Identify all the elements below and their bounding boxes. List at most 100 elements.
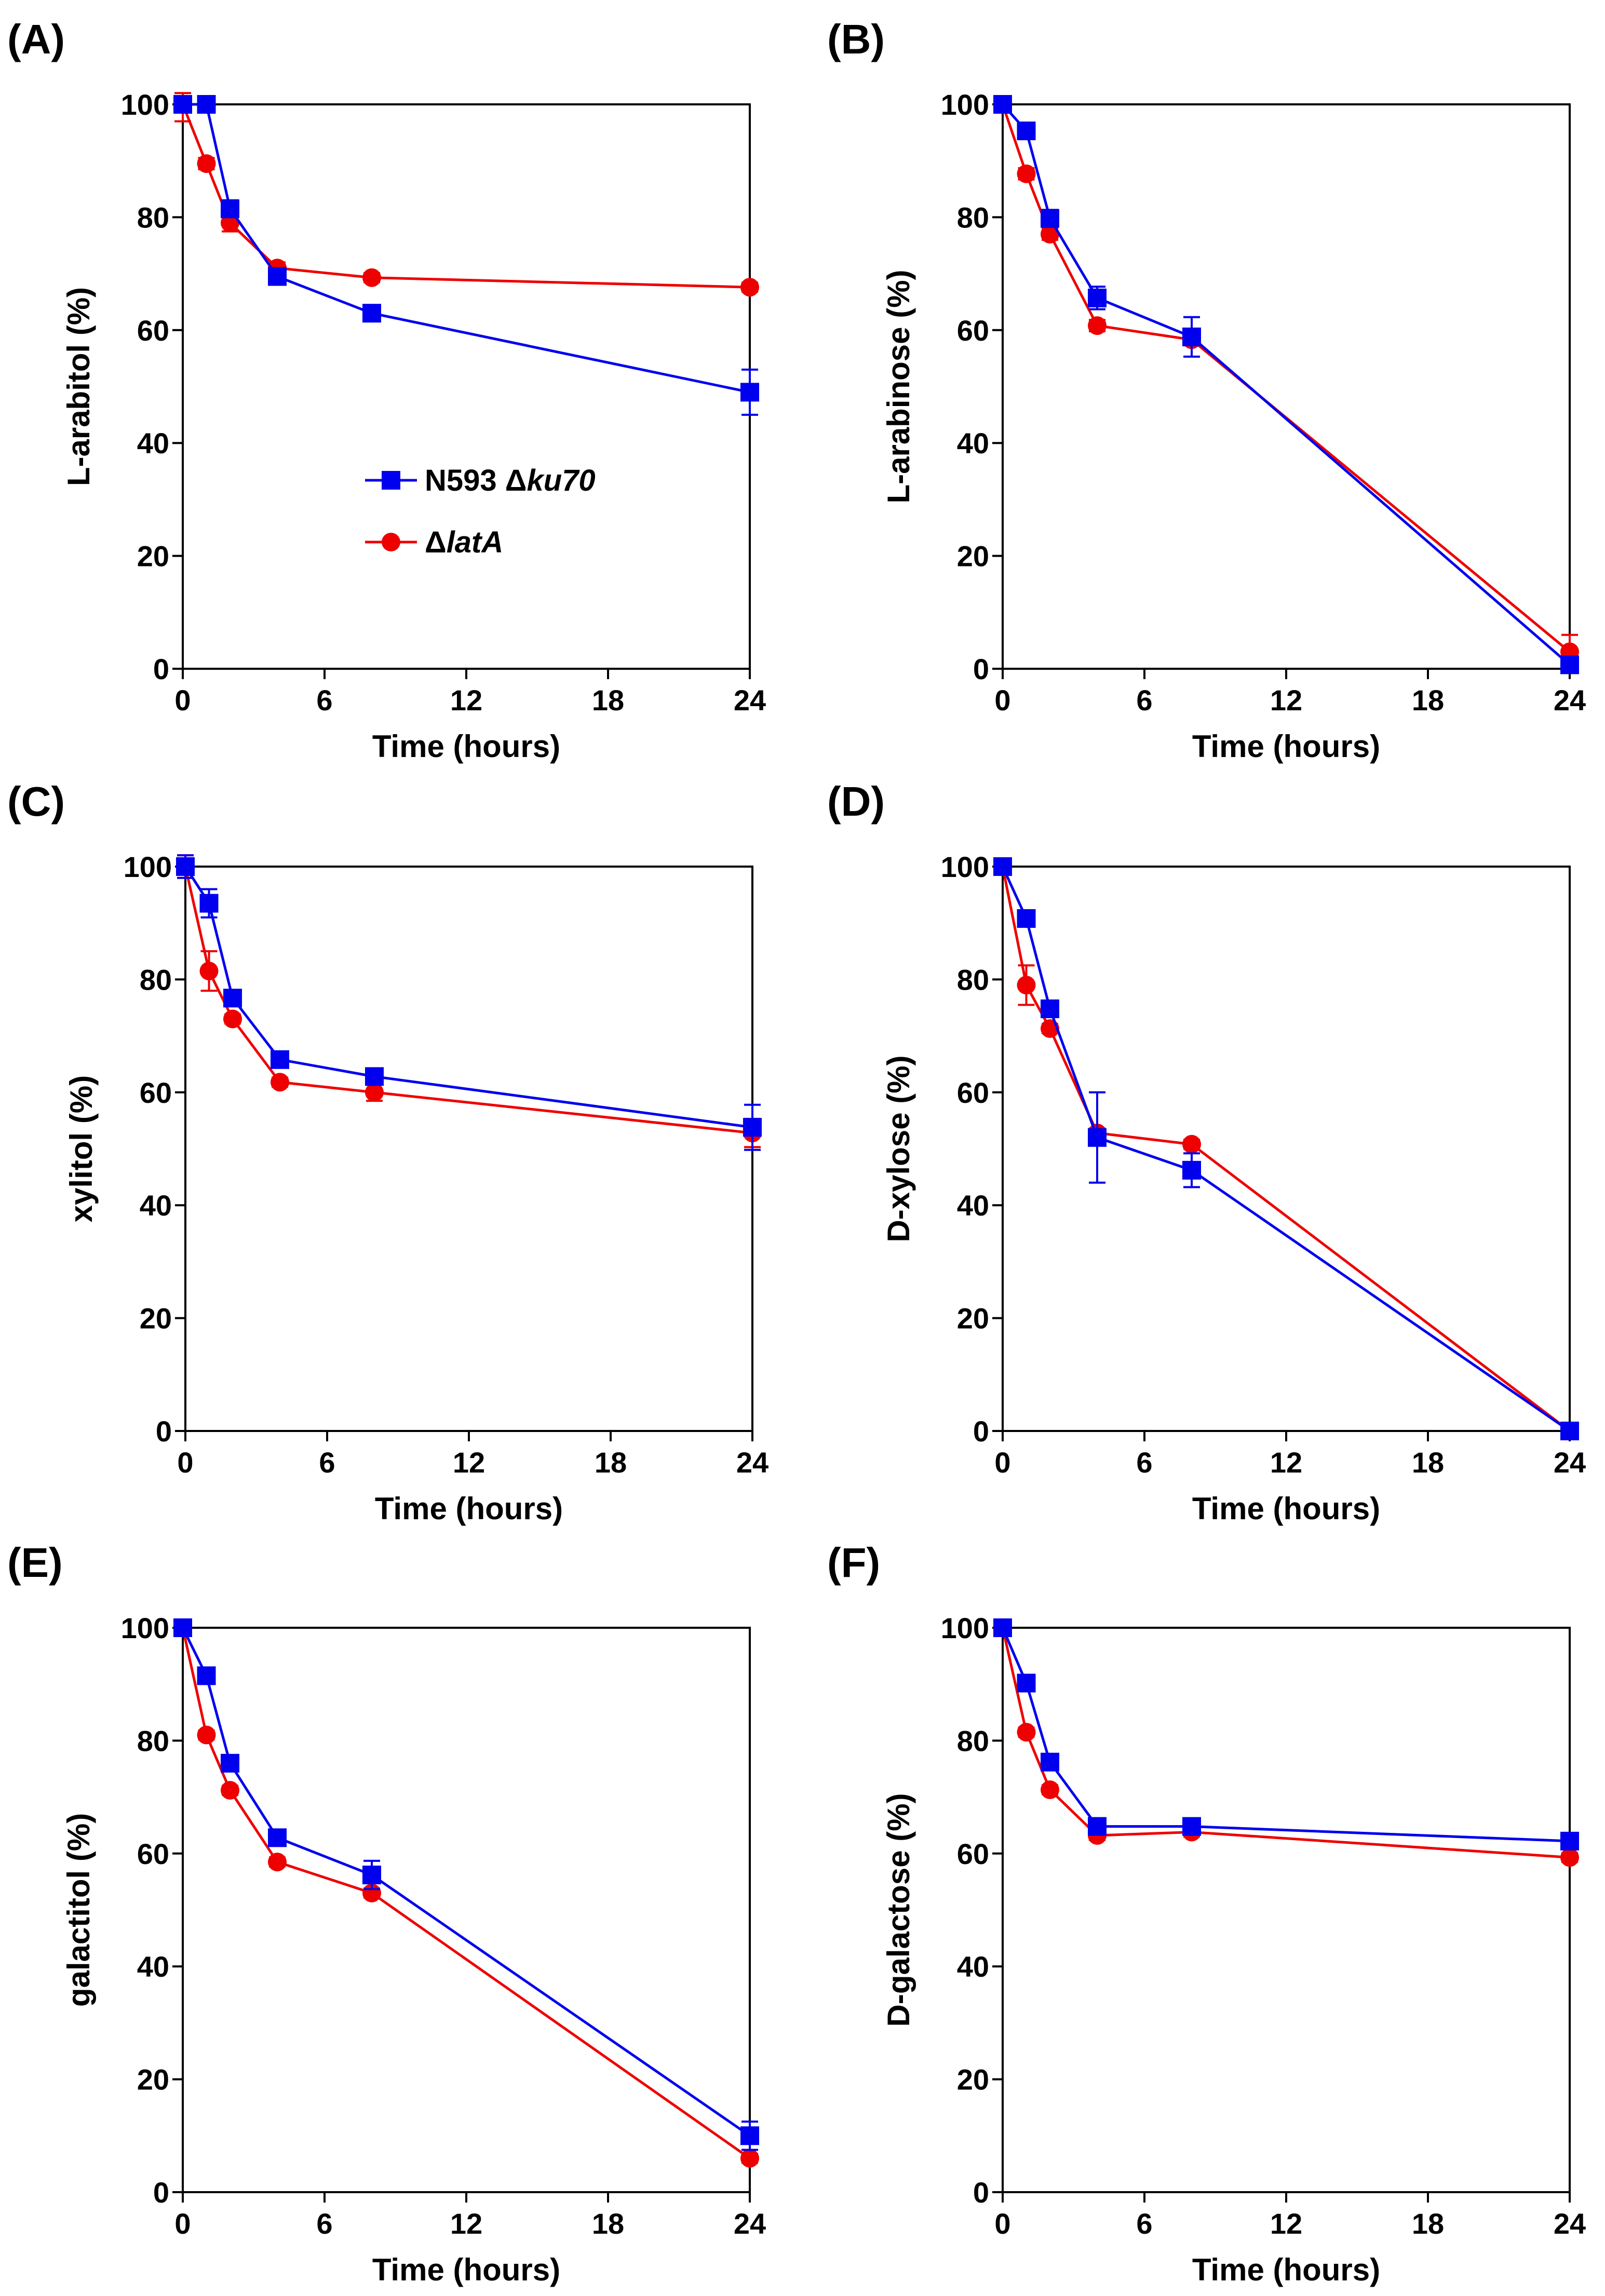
series-line — [1001, 104, 1571, 653]
x-axis-title: Time (hours) — [372, 2252, 560, 2287]
data-point — [271, 1073, 289, 1092]
plot-frame — [1002, 866, 1571, 1432]
data-point — [221, 1753, 239, 1773]
data-point — [1041, 209, 1059, 228]
series-wild_type — [173, 95, 759, 416]
y-tick-label: 40 — [957, 1189, 989, 1222]
data-point — [1088, 1128, 1107, 1147]
data-point — [993, 95, 1012, 114]
x-tick-label: 24 — [1554, 684, 1586, 717]
series-line — [1001, 1627, 1570, 1843]
x-tick-label: 0 — [994, 1446, 1010, 1479]
y-tick-label: 80 — [957, 1724, 989, 1757]
y-tick-label: 20 — [140, 1302, 172, 1335]
x-axis-title: Time (hours) — [1192, 1491, 1380, 1526]
data-point — [1182, 1135, 1201, 1154]
y-axis-title: xylitol (%) — [64, 1075, 99, 1222]
data-point — [1560, 1831, 1579, 1851]
y-tick-label: 0 — [973, 653, 989, 685]
y-tick-label: 20 — [957, 2063, 989, 2096]
x-tick-label: 0 — [174, 2207, 191, 2240]
data-point — [268, 1828, 287, 1847]
x-tick-label: 6 — [1136, 1446, 1152, 1479]
series-mutant — [173, 92, 759, 297]
x-tick-label: 6 — [1136, 684, 1152, 717]
y-tick-label: 60 — [140, 1076, 172, 1109]
y-tick-label: 80 — [140, 963, 172, 996]
legend-item-wild_type: N593 Δku70 — [365, 464, 596, 497]
data-point — [197, 154, 216, 173]
x-tick-label: 6 — [319, 1446, 335, 1479]
y-tick-label: 100 — [941, 1612, 989, 1644]
legend-square-marker — [382, 471, 400, 490]
data-point — [271, 1050, 289, 1069]
y-axis-title: D-xylose (%) — [881, 1055, 916, 1242]
data-point — [223, 989, 242, 1008]
y-tick-label: 0 — [973, 1415, 989, 1448]
y-tick-label: 20 — [957, 1302, 989, 1335]
data-point — [221, 1781, 239, 1800]
series-wild_type — [993, 1618, 1579, 1851]
series-mutant — [176, 854, 762, 1149]
x-tick-label: 12 — [450, 684, 482, 717]
series-line — [1001, 866, 1571, 1433]
plot-frame — [182, 1627, 751, 2193]
data-point — [1041, 1752, 1059, 1772]
data-point — [1182, 1817, 1201, 1836]
legend-label-prefix: N593 Δ — [425, 464, 527, 497]
y-tick-label: 0 — [153, 653, 169, 685]
x-tick-label: 12 — [1270, 1446, 1302, 1479]
series-line — [184, 866, 753, 1135]
y-tick-label: 80 — [137, 1724, 169, 1757]
x-tick-label: 18 — [592, 684, 624, 717]
y-tick-label: 40 — [140, 1189, 172, 1222]
series-wild_type — [176, 854, 762, 1151]
plot-frame — [182, 103, 751, 670]
y-tick-label: 0 — [973, 2176, 989, 2209]
series-line — [184, 866, 753, 1129]
chart-panel-b: (B) 0 20 40 60 80 100 0 6 12 18 24 Time (hours) L-ara… — [827, 16, 1586, 764]
x-tick-label: 0 — [994, 2207, 1010, 2240]
y-tick-label: 0 — [156, 1415, 172, 1448]
y-axis-title: L-arabinose (%) — [881, 269, 916, 503]
data-point — [223, 1009, 242, 1029]
data-point — [197, 1666, 216, 1685]
x-tick-label: 6 — [316, 684, 332, 717]
series-line — [181, 1627, 751, 2137]
data-point — [362, 304, 381, 323]
x-tick-label: 6 — [1136, 2207, 1152, 2240]
chart-panel-d: (D) 0 20 40 60 80 100 0 6 12 18 24 Time (hours) D-xyl… — [827, 778, 1586, 1526]
y-tick-label: 20 — [137, 2063, 169, 2096]
chart-panel-e: (E) 0 20 40 60 80 100 0 6 12 18 24 Time (hours) galac… — [7, 1539, 766, 2287]
y-tick-label: 100 — [941, 88, 989, 121]
panel-letter: (F) — [827, 1539, 880, 1586]
data-point — [199, 894, 219, 913]
legend: N593 Δku70 ΔlatA — [365, 464, 596, 559]
y-tick-label: 100 — [121, 1612, 169, 1644]
y-tick-label: 40 — [957, 1950, 989, 1983]
x-tick-label: 0 — [994, 684, 1010, 717]
x-tick-label: 18 — [1412, 2207, 1444, 2240]
y-tick-label: 60 — [957, 1838, 989, 1870]
data-point — [1560, 655, 1579, 674]
y-tick-label: 100 — [941, 850, 989, 883]
y-tick-label: 40 — [137, 1950, 169, 1983]
data-point — [1088, 316, 1107, 335]
y-tick-label: 0 — [153, 2176, 169, 2209]
data-point — [268, 1853, 287, 1872]
x-tick-label: 24 — [1554, 1446, 1586, 1479]
data-point — [197, 1725, 216, 1745]
data-point — [1017, 1673, 1036, 1693]
x-tick-label: 12 — [453, 1446, 485, 1479]
x-axis-title: Time (hours) — [372, 729, 560, 764]
panel-letter: (A) — [7, 16, 65, 62]
y-tick-label: 40 — [137, 427, 169, 460]
y-tick-label: 80 — [137, 201, 169, 234]
series-line — [183, 103, 750, 394]
series-wild_type — [993, 95, 1579, 674]
data-point — [197, 95, 216, 114]
y-tick-label: 20 — [137, 540, 169, 573]
data-point — [173, 95, 192, 114]
plot-frame — [1002, 103, 1571, 670]
x-tick-label: 24 — [734, 2207, 766, 2240]
